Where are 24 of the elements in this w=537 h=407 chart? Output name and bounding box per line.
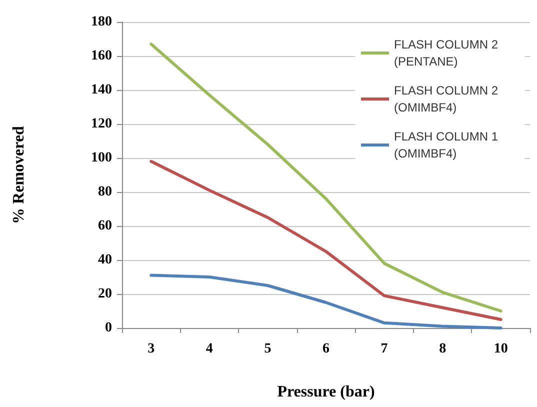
y-tick-label: 60 [98,218,112,234]
y-tick-label: 40 [98,252,112,268]
y-tick-label: 100 [91,150,112,166]
x-axis-title: Pressure (bar) [277,384,375,400]
line-series [150,274,502,330]
legend-label: FLASH COLUMN 2 (PENTANE) [394,38,502,68]
x-tick-label: 8 [439,342,446,356]
x-tick-label: 7 [380,342,388,356]
y-tick-label: 160 [91,48,112,64]
y-tick-label: 80 [98,184,112,200]
line-series [150,160,502,321]
legend-label: FLASH COLUMN 1 (OMIMBF4) [394,130,502,160]
y-tick-label: 140 [91,82,112,98]
y-tick-label: 0 [105,320,112,336]
x-tick-label: 10 [494,342,508,356]
y-tick-label: 120 [91,116,112,132]
x-tick-label: 5 [264,342,272,356]
legend-label: FLASH COLUMN 2 (OMIMBF4) [394,84,502,114]
y-tick-label: 20 [98,286,112,302]
x-tick-label: 3 [148,342,155,356]
x-tick-label: 6 [322,342,330,356]
y-axis-title: % Removered [10,126,28,224]
y-tick-label: 180 [91,14,112,30]
x-tick-label: 4 [206,342,213,356]
